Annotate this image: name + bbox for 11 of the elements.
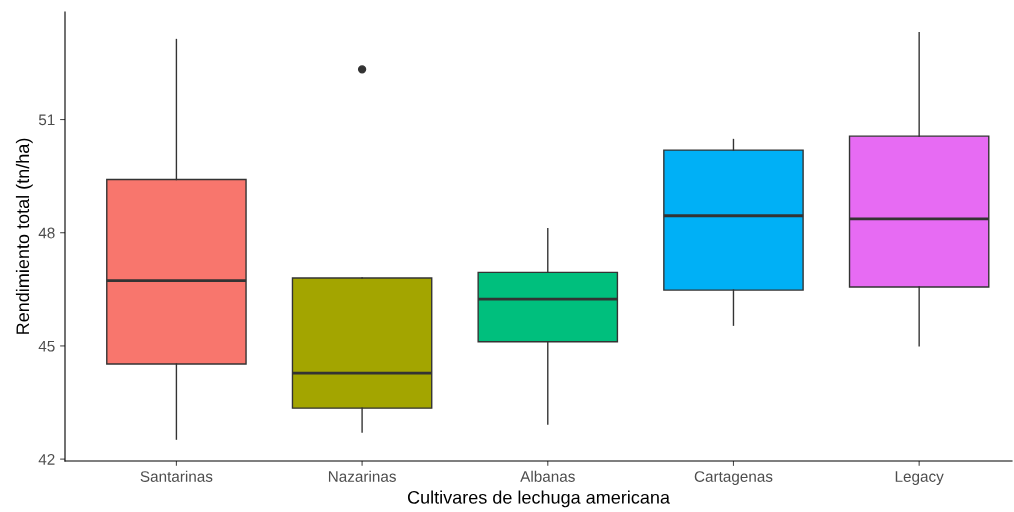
y-tick-label: 45 (38, 340, 55, 352)
x-tick-label: Nazarinas (328, 470, 396, 482)
y-tick-label: 48 (38, 227, 55, 239)
x-tick-label: Santarinas (140, 470, 213, 482)
x-tick-label: Albanas (520, 470, 575, 482)
y-tick-label: 51 (38, 114, 55, 126)
x-axis-title: Cultivares de lechuga americana (407, 490, 670, 508)
x-tick-label: Legacy (895, 471, 944, 485)
x-tick-label: Cartagenas (694, 471, 773, 485)
y-tick-label: 42 (38, 453, 55, 465)
y-axis-title: Rendimiento total (tn/ha) (15, 138, 33, 334)
